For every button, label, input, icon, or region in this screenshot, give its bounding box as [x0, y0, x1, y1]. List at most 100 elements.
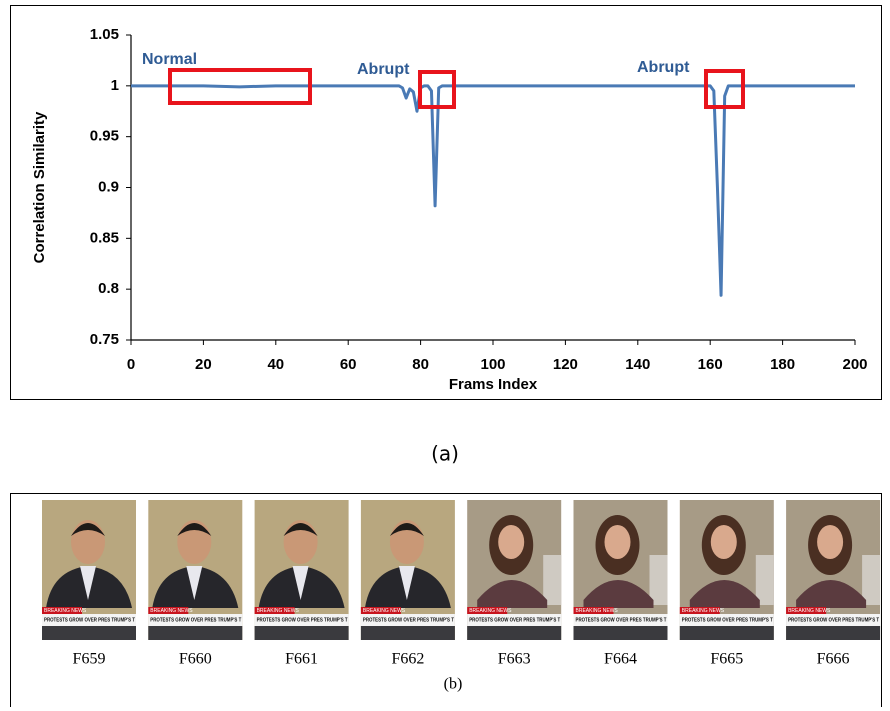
banner-text: PROTESTS GROW OVER PRES TRUMP'S T: [788, 617, 879, 623]
x-tick-label: 100: [480, 356, 505, 373]
body: [477, 580, 548, 608]
frame-label: F664: [604, 651, 637, 668]
y-tick-label: 0.8: [98, 280, 119, 297]
banner-heading: BREAKING NEWS: [257, 608, 300, 614]
y-tick-label: 0.75: [90, 331, 119, 348]
chart-frame: [10, 5, 882, 400]
y-axis-label: Correlation Similarity: [31, 111, 48, 263]
highlight-box: [168, 68, 312, 105]
banner-bottom: [573, 626, 668, 640]
banner-heading-bg: [679, 607, 720, 614]
y-tick-label: 1: [111, 77, 119, 94]
banner-bg: [679, 614, 774, 626]
hair: [283, 523, 318, 536]
banner-heading: BREAKING NEWS: [682, 608, 725, 614]
shirt: [292, 566, 309, 600]
body: [689, 580, 760, 608]
banner-heading: BREAKING NEWS: [788, 608, 831, 614]
annotation: Abrupt: [637, 59, 690, 76]
banner-bottom: [679, 626, 774, 640]
x-tick-label: 0: [127, 356, 135, 373]
banner-heading: BREAKING NEWS: [363, 608, 406, 614]
body: [796, 580, 867, 608]
y-tick-label: 0.95: [90, 128, 119, 145]
frame-label: F660: [179, 651, 212, 668]
frame-thumbnail: BREAKING NEWS PROTESTS GROW OVER PRES TRU…: [786, 500, 881, 640]
x-tick-label: 40: [267, 356, 284, 373]
body: [583, 580, 654, 608]
x-axis-label: Frams Index: [449, 376, 538, 393]
frame-label: F662: [391, 651, 424, 668]
x-tick-label: 120: [553, 356, 578, 373]
annotation: Abrupt: [357, 61, 410, 78]
frame-thumbnail: BREAKING NEWS PROTESTS GROW OVER PRES TRU…: [254, 500, 349, 640]
hair: [177, 523, 212, 536]
banner-heading-bg: [360, 607, 401, 614]
x-tick-label: 20: [195, 356, 212, 373]
banner-bottom: [148, 626, 243, 640]
banner-heading-bg: [254, 607, 295, 614]
y-tick-label: 0.85: [90, 229, 119, 246]
background-object: [755, 555, 774, 605]
face: [817, 525, 844, 559]
highlight-box: [704, 69, 745, 109]
frame-label: F661: [285, 651, 318, 668]
x-tick-label: 200: [842, 356, 867, 373]
frame-thumbnail: BREAKING NEWS PROTESTS GROW OVER PRES TRU…: [573, 500, 668, 640]
shirt: [80, 566, 96, 600]
frame-label: F659: [73, 651, 106, 668]
x-tick-label: 180: [770, 356, 795, 373]
banner-heading: BREAKING NEWS: [44, 608, 87, 614]
background-object: [862, 555, 881, 605]
caption: (b): [444, 676, 463, 693]
frame-thumbnail: BREAKING NEWS PROTESTS GROW OVER PRES TRU…: [148, 500, 243, 640]
background-object: [543, 555, 562, 605]
frame-thumbnail: BREAKING NEWS PROTESTS GROW OVER PRES TRU…: [42, 500, 136, 640]
frame-thumbnail: BREAKING NEWS PROTESTS GROW OVER PRES TRU…: [360, 500, 455, 640]
frames: BREAKING NEWS PROTESTS GROW OVER PRES TRU…: [42, 500, 881, 668]
banner-bottom: [42, 626, 136, 640]
banner-text: PROTESTS GROW OVER PRES TRUMP'S T: [682, 617, 773, 623]
y-tick-label: 1.05: [90, 26, 119, 43]
banner-heading-bg: [786, 607, 827, 614]
frame-label: F666: [817, 651, 850, 668]
face: [710, 525, 737, 559]
face: [604, 525, 631, 559]
background-object: [649, 555, 668, 605]
banner-heading: BREAKING NEWS: [150, 608, 193, 614]
frame-thumbnail: BREAKING NEWS PROTESTS GROW OVER PRES TRU…: [467, 500, 562, 640]
banner-text: PROTESTS GROW OVER PRES TRUMP'S T: [44, 617, 135, 623]
banner-bottom: [360, 626, 455, 640]
x-tick-label: 160: [698, 356, 723, 373]
frame-thumbnail: BREAKING NEWS PROTESTS GROW OVER PRES TRU…: [679, 500, 774, 640]
data-line: [131, 84, 855, 297]
chart: 0.75 0.8 0.85 0.9 0.95 1 1.05 0 20 40 60 80 100 120 14…: [31, 26, 868, 393]
banner-bottom: [467, 626, 562, 640]
hair: [71, 523, 105, 536]
banner-heading-bg: [148, 607, 189, 614]
x-tick-label: 80: [412, 356, 429, 373]
caption: (a): [431, 442, 459, 466]
banner-bg: [360, 614, 455, 626]
banner-bg: [467, 614, 562, 626]
banner-text: PROTESTS GROW OVER PRES TRUMP'S T: [257, 617, 348, 623]
frame-label: F663: [498, 651, 531, 668]
banner-bottom: [254, 626, 349, 640]
annotation: Normal: [142, 51, 197, 68]
banner-heading: BREAKING NEWS: [469, 608, 512, 614]
x-tick-label: 60: [340, 356, 357, 373]
banner-bg: [42, 614, 136, 626]
banner-text: PROTESTS GROW OVER PRES TRUMP'S T: [150, 617, 241, 623]
banner-text: PROTESTS GROW OVER PRES TRUMP'S T: [469, 617, 560, 623]
shirt: [398, 566, 415, 600]
banner-heading-bg: [467, 607, 508, 614]
banner-bg: [254, 614, 349, 626]
face: [498, 525, 525, 559]
highlight-box: [418, 70, 456, 109]
banner-bg: [573, 614, 668, 626]
banner-heading-bg: [42, 607, 82, 614]
banner-heading: BREAKING NEWS: [576, 608, 619, 614]
shirt: [186, 566, 203, 600]
banner-text: PROTESTS GROW OVER PRES TRUMP'S T: [576, 617, 667, 623]
